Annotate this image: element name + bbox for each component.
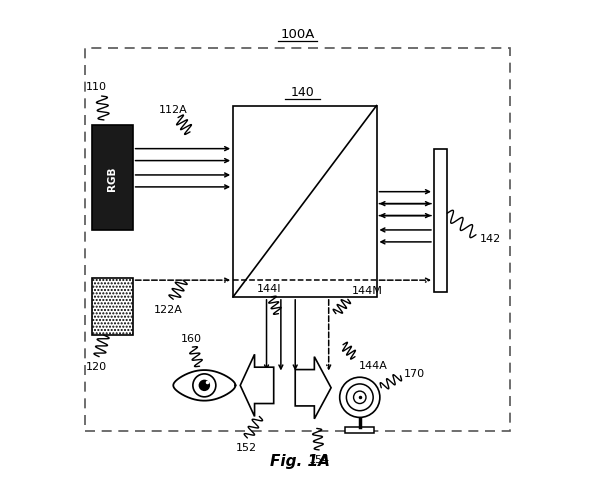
Text: 140: 140 xyxy=(290,86,314,99)
Circle shape xyxy=(340,377,380,418)
Text: Fig. 1A: Fig. 1A xyxy=(270,453,330,468)
Text: 144I: 144I xyxy=(257,284,281,293)
Bar xyxy=(85,49,511,431)
Circle shape xyxy=(193,374,216,397)
Bar xyxy=(92,125,133,230)
Circle shape xyxy=(199,380,210,391)
Text: 100A: 100A xyxy=(280,28,315,41)
Text: 170: 170 xyxy=(404,369,425,379)
Text: 142: 142 xyxy=(480,233,501,243)
Circle shape xyxy=(346,384,373,411)
Text: RGB: RGB xyxy=(107,166,117,190)
Text: 154: 154 xyxy=(308,454,329,464)
Circle shape xyxy=(353,391,366,404)
Polygon shape xyxy=(240,355,274,417)
Text: 110: 110 xyxy=(86,82,107,92)
Bar xyxy=(434,149,447,292)
Bar xyxy=(92,278,133,336)
Bar xyxy=(346,428,374,433)
Text: 152: 152 xyxy=(236,442,257,452)
Text: 122A: 122A xyxy=(154,304,183,314)
Text: 160: 160 xyxy=(181,334,202,344)
Polygon shape xyxy=(295,357,331,419)
Text: 144M: 144M xyxy=(352,286,383,296)
Text: 120: 120 xyxy=(86,362,107,372)
Text: 112A: 112A xyxy=(159,105,188,115)
Bar xyxy=(233,107,377,297)
Text: 144A: 144A xyxy=(358,360,387,370)
